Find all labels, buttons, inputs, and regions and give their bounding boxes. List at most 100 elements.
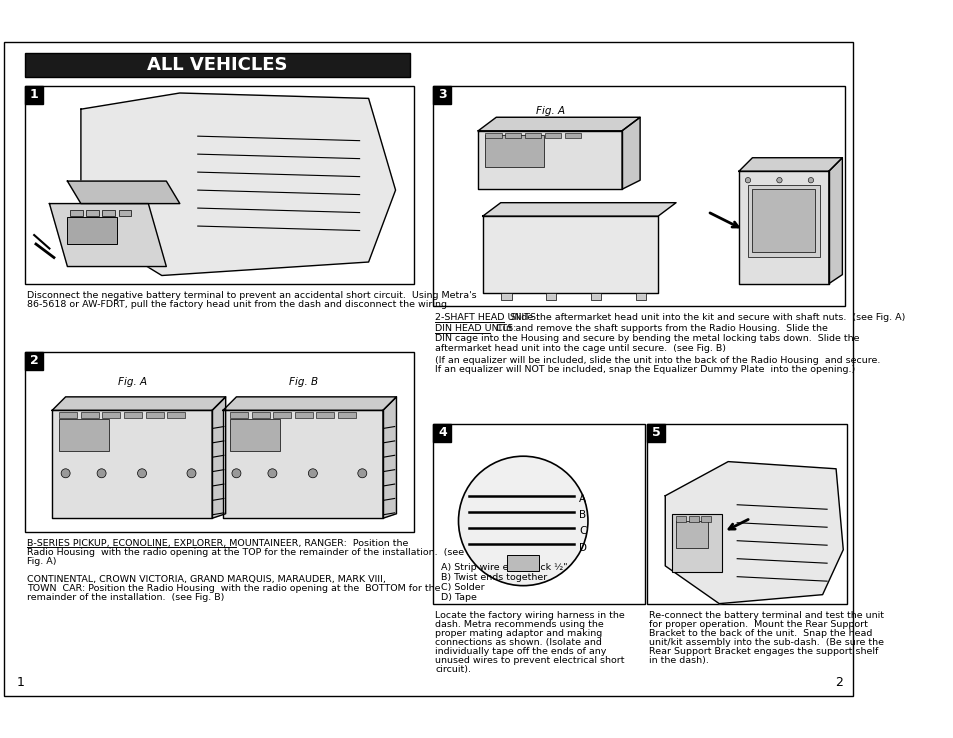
Text: A: A [578,494,585,504]
Text: connections as shown. (Isolate and: connections as shown. (Isolate and [435,638,601,646]
Polygon shape [52,397,226,410]
Text: B-SERIES PICKUP, ECONOLINE, EXPLORER, MOUNTAINEER, RANGER:  Position the: B-SERIES PICKUP, ECONOLINE, EXPLORER, MO… [27,539,408,548]
Circle shape [308,469,317,477]
Text: individually tape off the ends of any: individually tape off the ends of any [435,646,606,656]
Circle shape [97,469,106,477]
Bar [433,86,451,104]
Bar [500,292,511,300]
Text: Fig. A: Fig. A [118,377,148,387]
Polygon shape [739,171,828,283]
Text: B: B [578,510,585,520]
Polygon shape [68,181,179,204]
Text: DIN HEAD UNITS:: DIN HEAD UNITS: [435,324,516,333]
Bar [25,53,410,77]
Text: aftermarket head unit into the cage until secure.  (see Fig. B): aftermarket head unit into the cage unti… [435,344,725,353]
Text: 1: 1 [16,676,24,689]
Text: for proper operation.  Mount the Rear Support: for proper operation. Mount the Rear Sup… [648,620,867,629]
Text: dash. Metra recommends using the: dash. Metra recommends using the [435,620,603,629]
Polygon shape [382,397,396,518]
Bar [545,292,556,300]
Text: 2-SHAFT HEAD UNITS:: 2-SHAFT HEAD UNITS: [435,313,538,323]
Bar [124,412,142,418]
Text: C) Solder: C) Solder [440,583,483,592]
Text: unused wires to prevent electrical short: unused wires to prevent electrical short [435,656,624,665]
Text: Re-connect the battery terminal and test the unit: Re-connect the battery terminal and test… [648,611,883,620]
Text: proper mating adaptor and making: proper mating adaptor and making [435,629,601,638]
Polygon shape [223,397,396,410]
Polygon shape [477,117,639,131]
Circle shape [187,469,195,477]
Text: B) Twist ends together: B) Twist ends together [440,573,546,582]
Bar [647,424,664,442]
Bar [230,419,279,451]
Bar [433,86,844,306]
Polygon shape [81,93,395,275]
Bar [485,135,543,167]
Bar [102,210,115,216]
Text: D: D [578,542,586,553]
Circle shape [232,469,241,477]
Text: 86-5618 or AW-FDRT, pull the factory head unit from the dash and disconnect the : 86-5618 or AW-FDRT, pull the factory hea… [27,300,450,308]
Text: Fig. B: Fig. B [768,225,798,235]
Bar [590,292,600,300]
Circle shape [458,456,587,586]
Bar [672,514,721,572]
Bar [524,133,540,138]
Bar [71,210,83,216]
Text: 5: 5 [651,427,660,439]
Text: circuit).: circuit). [435,665,471,674]
Text: Bracket to the back of the unit.  Snap the head: Bracket to the back of the unit. Snap th… [648,629,872,638]
Bar [433,424,451,442]
Text: Fig. A): Fig. A) [27,557,56,566]
Polygon shape [477,131,621,189]
Polygon shape [212,397,226,518]
Bar [635,292,646,300]
Polygon shape [739,158,841,171]
Bar [544,133,560,138]
Bar [752,189,815,252]
Bar [316,412,335,418]
Bar [81,412,99,418]
Text: TOWN  CAR: Position the Radio Housing  with the radio opening at the  BOTTOM for: TOWN CAR: Position the Radio Housing wit… [27,584,440,593]
Text: (If an equalizer will be included, slide the unit into the back of the Radio Hou: (If an equalizer will be included, slide… [435,356,880,365]
Polygon shape [223,410,382,518]
Bar [700,517,710,522]
Text: 1: 1 [30,89,38,101]
Bar [25,86,413,283]
Bar [506,555,538,571]
Text: 2: 2 [30,354,38,368]
Bar [86,210,99,216]
Text: CONTINENTAL, CROWN VICTORIA, GRAND MARQUIS, MARAUDER, MARK VIII,: CONTINENTAL, CROWN VICTORIA, GRAND MARQU… [27,575,385,584]
Text: Slide the aftermarket head unit into the kit and secure with shaft nuts.  (see F: Slide the aftermarket head unit into the… [504,313,904,323]
Text: If an equalizer will NOT be included, snap the Equalizer Dummy Plate  into the o: If an equalizer will NOT be included, sn… [435,365,855,374]
Text: remainder of the installation.  (see Fig. B): remainder of the installation. (see Fig.… [27,593,224,602]
Circle shape [744,178,750,183]
Bar [146,412,164,418]
Bar [747,184,819,257]
Text: Fig. A: Fig. A [535,106,564,116]
Bar [59,419,109,451]
Circle shape [268,469,276,477]
Bar [433,424,644,604]
Bar [337,412,355,418]
Bar [102,412,120,418]
Text: A) Strip wire ends back ½": A) Strip wire ends back ½" [440,563,566,572]
Polygon shape [621,117,639,189]
Bar [564,133,580,138]
Text: Rear Support Bracket engages the support shelf: Rear Support Bracket engages the support… [648,646,878,656]
Text: 4: 4 [437,427,446,439]
Text: 2: 2 [835,676,842,689]
Text: DIN cage into the Housing and secure by bending the metal locking tabs down.  Sl: DIN cage into the Housing and secure by … [435,334,859,343]
Bar [25,352,413,531]
Circle shape [807,178,813,183]
Polygon shape [52,410,212,518]
Polygon shape [828,158,841,283]
Bar [273,412,291,418]
Text: unit/kit assembly into the sub-dash.  (Be sure the: unit/kit assembly into the sub-dash. (Be… [648,638,883,646]
Bar [688,517,698,522]
Bar [59,412,77,418]
Bar [68,217,117,244]
Bar [485,133,501,138]
Bar [230,412,248,418]
Text: D) Tape: D) Tape [440,593,476,602]
